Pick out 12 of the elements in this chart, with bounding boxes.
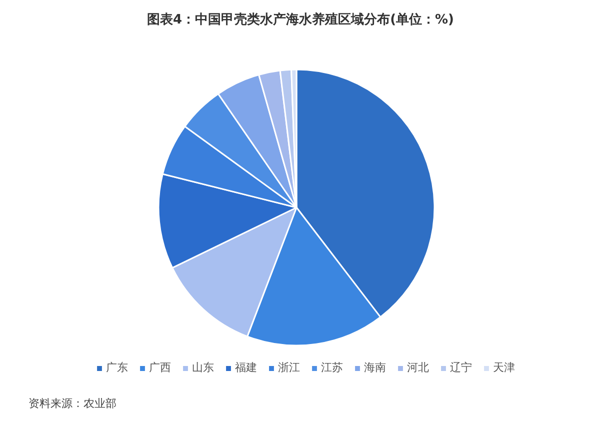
legend-label: 广西 (149, 360, 171, 375)
legend-label: 天津 (493, 360, 515, 375)
legend-label: 辽宁 (450, 360, 472, 375)
chart-title: 图表4：中国甲壳类水产海水养殖区域分布(单位：%) (147, 12, 454, 28)
legend-label: 福建 (235, 360, 257, 375)
legend-label: 河北 (407, 360, 429, 375)
legend-label: 广东 (106, 360, 128, 375)
legend-label: 山东 (192, 360, 214, 375)
text: 资料来源：农业部 (28, 397, 116, 410)
legend-label: 海南 (364, 360, 386, 375)
legend-label: 浙江 (278, 360, 300, 375)
legend-label: 江苏 (321, 360, 343, 375)
